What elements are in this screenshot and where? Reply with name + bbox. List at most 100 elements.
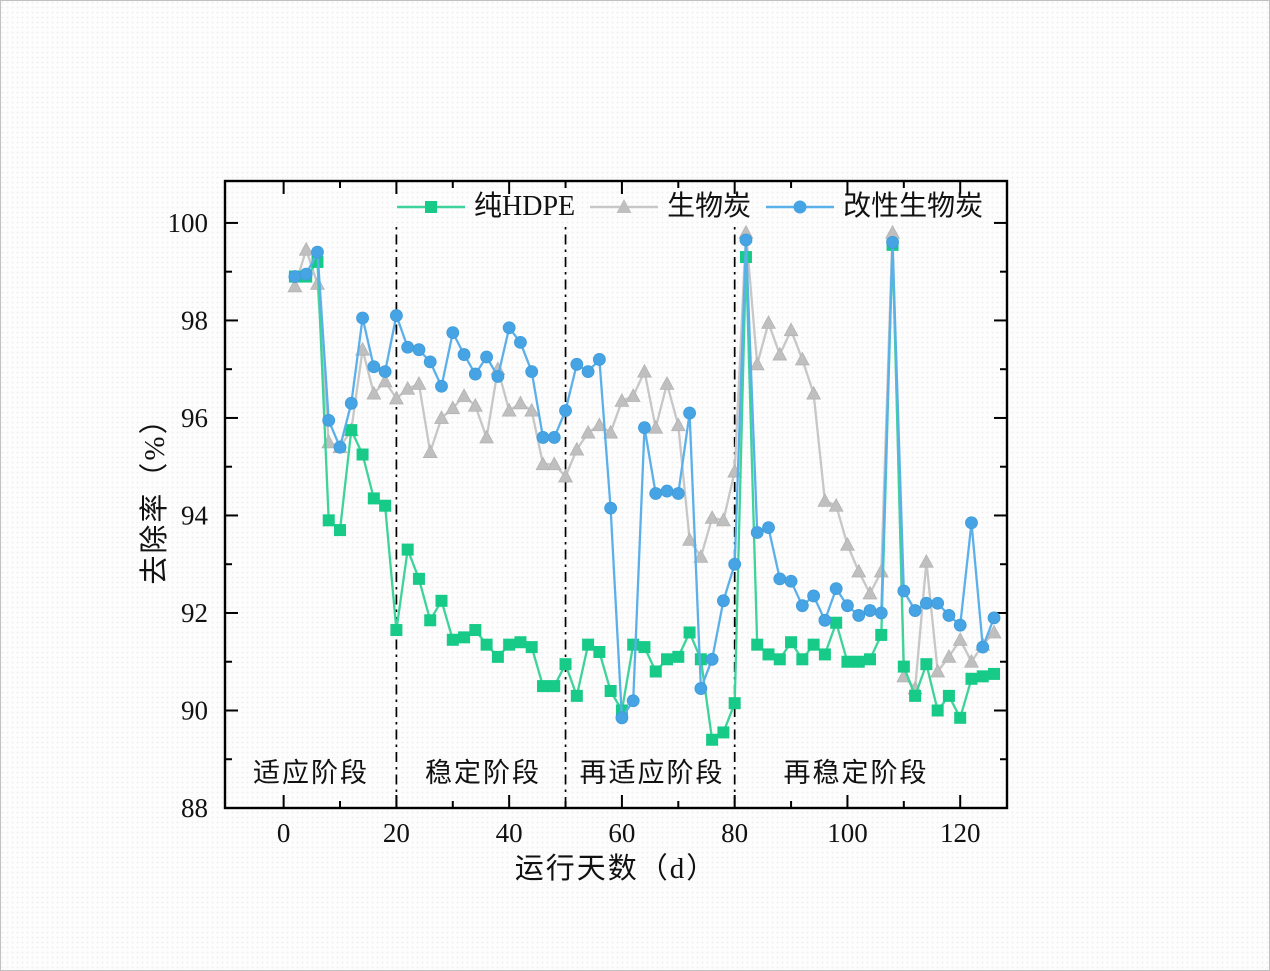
data-point-circle [784, 574, 798, 588]
data-point-triangle [366, 385, 382, 400]
data-point-square [570, 689, 583, 702]
data-point-triangle [839, 536, 855, 551]
y-tick-label: 98 [181, 305, 208, 335]
data-point-square [852, 655, 865, 668]
data-point-triangle [659, 375, 675, 390]
data-point-circle [750, 526, 764, 539]
x-tick-label: 120 [940, 818, 981, 848]
data-point-square [480, 638, 493, 651]
data-point-triangle [670, 417, 686, 432]
data-point-circle [423, 355, 437, 369]
data-point-circle [739, 233, 753, 247]
data-point-square [514, 636, 527, 649]
y-tick-label: 100 [168, 208, 209, 238]
data-point-circle [592, 353, 606, 366]
x-tick-label: 80 [721, 818, 748, 848]
data-point-triangle [501, 402, 517, 417]
data-point-square [706, 733, 719, 746]
data-point-circle [367, 360, 381, 374]
data-point-circle [288, 270, 302, 283]
data-point-square [491, 650, 504, 663]
data-point-circle [378, 365, 392, 379]
data-point-triangle [772, 346, 788, 361]
data-point-square [345, 424, 358, 437]
data-point-square [717, 726, 730, 739]
data-point-circle [626, 694, 640, 708]
data-point-circle [931, 596, 945, 610]
data-point-square [897, 660, 910, 673]
data-point-triangle [546, 456, 562, 471]
y-tick-label: 94 [181, 500, 209, 530]
data-point-circle [908, 604, 922, 617]
data-point-square [390, 624, 403, 637]
x-tick-label: 20 [383, 818, 410, 848]
x-tick-label: 60 [608, 818, 635, 848]
x-tick-label: 100 [827, 818, 868, 848]
data-point-square [942, 689, 955, 702]
data-point-circle [660, 484, 674, 498]
legend-label-modified-biochar: 改性生物炭 [843, 191, 984, 222]
data-point-square [807, 638, 820, 651]
legend-item-hdpe: 纯HDPE [396, 193, 575, 221]
data-point-triangle [377, 373, 393, 388]
data-point-circle [435, 379, 448, 393]
data-point-square [401, 543, 414, 556]
data-point-circle [322, 413, 336, 427]
data-point-circle [457, 348, 471, 361]
data-point-triangle [603, 424, 619, 439]
data-point-circle [942, 609, 956, 622]
data-point-triangle [873, 563, 889, 578]
data-point-triangle [964, 653, 979, 668]
data-point-square [367, 492, 380, 505]
data-point-square [920, 658, 933, 671]
data-point-triangle [806, 385, 822, 400]
data-point-square [559, 658, 572, 671]
data-point-triangle [952, 631, 968, 646]
data-point-circle [491, 370, 505, 383]
data-point-circle [559, 404, 572, 418]
data-point-square [525, 641, 538, 654]
data-point-square [954, 711, 967, 724]
data-point-circle [852, 609, 866, 622]
data-point-circle [728, 557, 742, 571]
data-point-circle [807, 589, 821, 603]
data-point-triangle [817, 493, 833, 507]
data-point-circle [762, 521, 775, 535]
data-point-triangle [715, 512, 731, 527]
phase-label-stable: 稳定阶段 [425, 758, 541, 788]
data-point-square [661, 653, 674, 666]
data-point-square [424, 614, 437, 627]
data-point-triangle [456, 388, 472, 402]
phase-label-adaptation: 适应阶段 [253, 758, 369, 788]
data-point-circle [683, 406, 696, 420]
data-point-circle [874, 606, 888, 620]
data-point-square [841, 655, 854, 668]
data-point-square [582, 638, 595, 651]
data-point-square [548, 680, 561, 693]
data-point-circle [581, 365, 595, 379]
data-point-circle [502, 321, 516, 335]
triangle-marker-swatch [590, 199, 659, 213]
data-point-square [875, 628, 888, 641]
data-point-circle [671, 487, 685, 500]
data-point-square [762, 648, 775, 661]
data-point-triangle [287, 278, 303, 293]
data-point-circle [570, 357, 584, 371]
square-marker-swatch [397, 201, 465, 213]
y-tick-label: 88 [181, 793, 208, 823]
data-point-square [672, 650, 685, 663]
data-point-circle [604, 501, 618, 515]
data-point-square [435, 594, 448, 607]
data-point-triangle [648, 419, 664, 434]
data-point-circle [773, 572, 787, 586]
data-point-circle [344, 396, 358, 410]
series-line-triangle [293, 231, 995, 690]
data-point-circle [694, 682, 708, 695]
data-point-triangle [930, 663, 946, 678]
data-point-square [728, 697, 741, 710]
y-axis-title: 去除率（%） [139, 403, 171, 585]
data-point-square [638, 641, 651, 654]
data-point-triangle [512, 395, 528, 410]
data-point-square [536, 680, 549, 693]
